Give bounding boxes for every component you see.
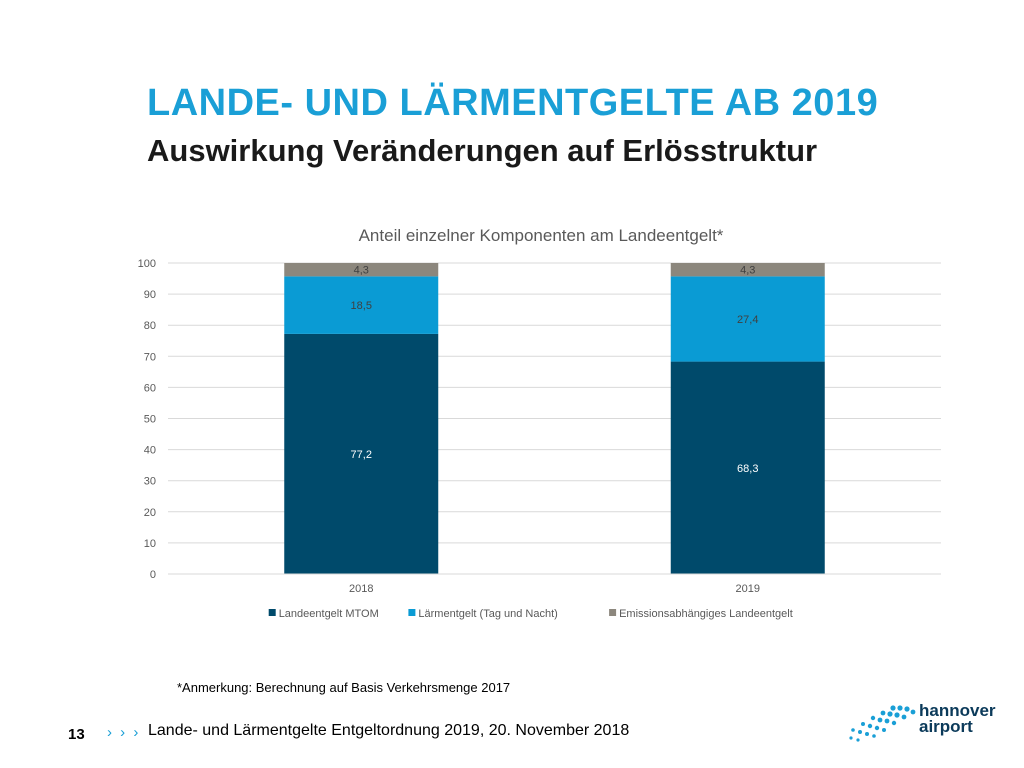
hannover-airport-logo-icon: [849, 705, 916, 742]
bar-segment: [284, 333, 439, 574]
legend-swatch: [609, 609, 617, 616]
y-tick-label: 80: [144, 320, 156, 332]
bar-segment: [284, 276, 439, 334]
y-tick-label: 40: [144, 445, 156, 457]
slide-subtitle: Auswirkung Veränderungen auf Erlösstrukt…: [147, 133, 818, 168]
chart-legend: Landeentgelt MTOM Lärmentgelt (Tag und Na…: [268, 608, 793, 620]
y-tick-label: 60: [144, 382, 156, 394]
legend-label: Lärmentgelt (Tag und Nacht): [418, 608, 557, 620]
bar-segment: [670, 361, 825, 574]
y-tick-label: 0: [150, 569, 156, 581]
y-axis: 0 10 20 30 40 50 60 70 80 90 100: [138, 258, 156, 581]
logo-line-1: hannover: [919, 701, 996, 720]
data-label: 27,4: [737, 314, 758, 326]
y-tick-label: 50: [144, 414, 156, 426]
bar-segment: [670, 263, 825, 277]
chart-bars: 77,2 18,5 4,3 68,3 27,4 4,3: [284, 263, 825, 574]
y-tick-label: 100: [138, 258, 156, 270]
x-tick-label: 2018: [349, 583, 373, 595]
data-label: 4,3: [740, 265, 755, 277]
chart-title: Anteil einzelner Komponenten am Landeent…: [359, 226, 724, 245]
slide-title: LANDE- UND LÄRMENTGELTE AB 2019: [147, 82, 879, 124]
y-tick-label: 10: [144, 538, 156, 550]
x-tick-label: 2019: [736, 583, 760, 595]
y-tick-label: 30: [144, 476, 156, 488]
legend-swatch: [268, 609, 276, 616]
y-tick-label: 90: [144, 289, 156, 301]
y-tick-label: 20: [144, 507, 156, 519]
x-axis: 2018 2019: [168, 573, 941, 595]
footnote: *Anmerkung: Berechnung auf Basis Verkehr…: [177, 680, 511, 695]
footer-text: Lande- und Lärmentgelte Entgeltordnung 2…: [148, 722, 630, 739]
legend-swatch: [408, 609, 416, 616]
data-label: 18,5: [351, 300, 372, 312]
logo-line-2: airport: [919, 717, 973, 736]
bar-segment: [284, 263, 439, 277]
footer-chevrons: › › ›: [107, 724, 141, 741]
page-number: 13: [68, 726, 85, 743]
y-tick-label: 70: [144, 351, 156, 363]
chart-gridlines: [168, 262, 941, 575]
logo-wordmark: hannover airport: [919, 701, 996, 736]
data-label: 77,2: [351, 449, 372, 461]
legend-label: Emissionsabhängiges Landeentgelt: [619, 608, 793, 620]
data-label: 4,3: [354, 265, 369, 277]
bar-segment: [670, 276, 825, 362]
legend-label: Landeentgelt MTOM: [279, 608, 379, 620]
data-label: 68,3: [737, 463, 758, 475]
